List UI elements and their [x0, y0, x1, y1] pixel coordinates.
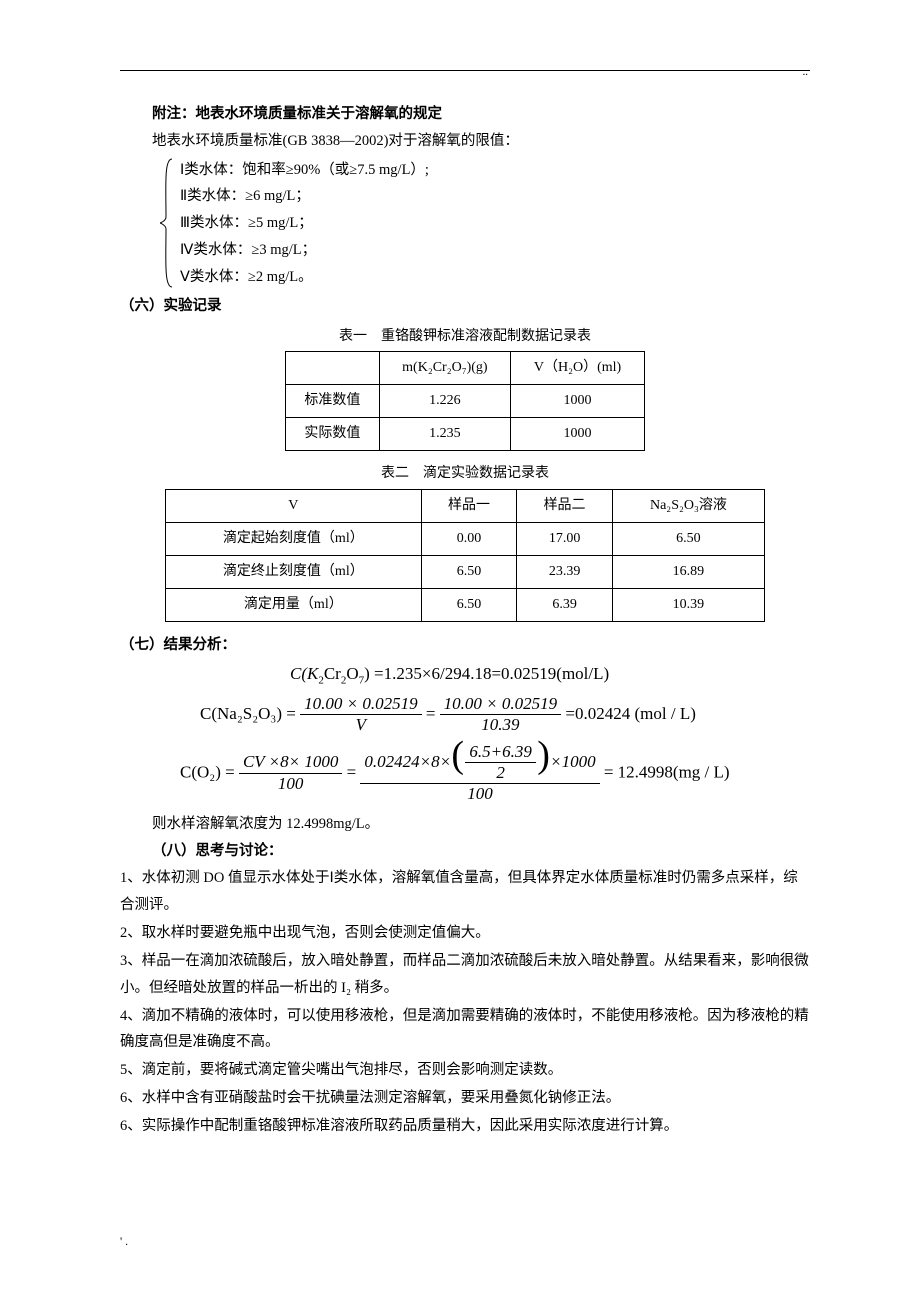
water-class-item: Ⅱ类水体：≥6 mg/L；	[180, 183, 810, 210]
fraction: 10.00 × 0.02519 10.39	[440, 694, 561, 736]
section-6-head: （六）实验记录	[120, 293, 810, 320]
top-rule	[120, 70, 810, 71]
numerator: CV ×8× 1000	[239, 752, 342, 773]
fraction: 0.02424×8× 6.5+6.39 2 ×1000 100	[360, 742, 599, 805]
denominator: 100	[239, 774, 342, 794]
appendix-intro: 地表水环境质量标准(GB 3838—2002)对于溶解氧的限值：	[120, 128, 810, 155]
equation-1: C(K2Cr2O7) =1.235×6/294.18=0.02519(mol/L…	[120, 664, 810, 688]
document-page: .. 附注：地表水环境质量标准关于溶解氧的规定 地表水环境质量标准(GB 383…	[0, 0, 920, 1302]
cell: 滴定终止刻度值（ml）	[166, 555, 422, 588]
cell: 样品二	[517, 489, 613, 522]
cell: 样品一	[421, 489, 517, 522]
cell: 滴定起始刻度值（ml）	[166, 522, 422, 555]
cell: 10.39	[612, 588, 764, 621]
eq-text: =1.235×6/294.18=0.02519(mol/L)	[370, 664, 609, 683]
cell: 标准数值	[286, 385, 380, 418]
conclusion-text: 则水样溶解氧浓度为 12.4998mg/L。	[120, 811, 810, 838]
equation-3: C(O₂) = CV ×8× 1000 100 = 0.02424×8× 6.5…	[120, 742, 810, 805]
cell: Na₂S₂O₃溶液	[612, 489, 764, 522]
table2-caption: 表二 滴定实验数据记录表	[120, 461, 810, 487]
table1-caption: 表一 重铬酸钾标准溶液配制数据记录表	[120, 324, 810, 350]
numerator: 0.02424×8× 6.5+6.39 2 ×1000	[360, 742, 599, 785]
paren-fraction: 6.5+6.39 2	[455, 742, 545, 784]
discussion-line: 3、样品一在滴加浓硫酸后，放入暗处静置，而样品二滴加浓硫酸后未放入暗处静置。从结…	[120, 948, 810, 1002]
table-2: V 样品一 样品二 Na₂S₂O₃溶液 滴定起始刻度值（ml） 0.00 17.…	[165, 489, 765, 622]
cell: 6.50	[612, 522, 764, 555]
table-row: m(K₂Cr₂O₇)(g) V（H₂O）(ml)	[286, 352, 645, 385]
table-row: V 样品一 样品二 Na₂S₂O₃溶液	[166, 489, 765, 522]
cell: 1.226	[379, 385, 510, 418]
eq-text: C(O₂) =	[180, 762, 239, 781]
cell: 6.39	[517, 588, 613, 621]
page-dot: ..	[803, 62, 809, 82]
fraction: 10.00 × 0.02519 V	[300, 694, 421, 736]
cell	[286, 352, 380, 385]
footer-mark: ' .	[120, 1230, 128, 1252]
eq-text: = 12.4998(mg / L)	[604, 762, 730, 781]
eq-text: =	[347, 762, 361, 781]
fraction: 6.5+6.39 2	[465, 742, 535, 784]
eq-text: C(Na₂S₂O₃) =	[200, 704, 300, 723]
table-row: 滴定用量（ml） 6.50 6.39 10.39	[166, 588, 765, 621]
cell: 17.00	[517, 522, 613, 555]
discussion-line: 4、滴加不精确的液体时，可以使用移液枪，但是滴加需要精确的液体时，不能使用移液枪…	[120, 1003, 810, 1057]
cell: 滴定用量（ml）	[166, 588, 422, 621]
cell: 实际数值	[286, 418, 380, 451]
appendix-title: 附注：地表水环境质量标准关于溶解氧的规定	[120, 101, 810, 128]
numerator: 6.5+6.39	[465, 742, 535, 763]
table-row: 标准数值 1.226 1000	[286, 385, 645, 418]
denominator: 10.39	[440, 715, 561, 735]
water-class-list: Ⅰ类水体：饱和率≥90%（或≥7.5 mg/L）; Ⅱ类水体：≥6 mg/L； …	[120, 157, 810, 291]
discussion-line: 5、滴定前，要将碱式滴定管尖嘴出气泡排尽，否则会影响测定读数。	[120, 1057, 810, 1084]
discussion-line: 6、水样中含有亚硝酸盐时会干扰碘量法测定溶解氧，要采用叠氮化钠修正法。	[120, 1085, 810, 1112]
discussion-line: 2、取水样时要避免瓶中出现气泡，否则会使测定值偏大。	[120, 920, 810, 947]
cell: 1000	[511, 418, 645, 451]
water-class-item: Ⅰ类水体：饱和率≥90%（或≥7.5 mg/L）;	[180, 157, 810, 184]
denominator: 100	[360, 784, 599, 804]
left-brace-icon	[160, 157, 174, 291]
numerator: 10.00 × 0.02519	[300, 694, 421, 715]
denominator: 2	[465, 763, 535, 783]
water-class-item: Ⅲ类水体：≥5 mg/L；	[180, 210, 810, 237]
numerator: 10.00 × 0.02519	[440, 694, 561, 715]
eq-text: =0.02424 (mol / L)	[565, 704, 695, 723]
fraction: CV ×8× 1000 100	[239, 752, 342, 794]
water-class-item: Ⅳ类水体：≥3 mg/L；	[180, 237, 810, 264]
cell: 16.89	[612, 555, 764, 588]
cell: V（H₂O）(ml)	[511, 352, 645, 385]
eq-text: =	[426, 704, 440, 723]
eq-text: ×1000	[550, 751, 595, 770]
table-row: 滴定终止刻度值（ml） 6.50 23.39 16.89	[166, 555, 765, 588]
eq-text: C(K	[290, 664, 318, 683]
equation-2: C(Na₂S₂O₃) = 10.00 × 0.02519 V = 10.00 ×…	[120, 694, 810, 736]
water-class-item: Ⅴ类水体：≥2 mg/L。	[180, 264, 810, 291]
cell: 1000	[511, 385, 645, 418]
cell: 6.50	[421, 588, 517, 621]
eq-text: 0.02424×8×	[364, 751, 451, 770]
cell: 1.235	[379, 418, 510, 451]
table-1: m(K₂Cr₂O₇)(g) V（H₂O）(ml) 标准数值 1.226 1000…	[285, 351, 645, 451]
discussion-line: 6、实际操作中配制重铬酸钾标准溶液所取药品质量稍大，因此采用实际浓度进行计算。	[120, 1113, 810, 1140]
discussion-line: 1、水体初测 DO 值显示水体处于Ⅰ类水体，溶解氧值含量高，但具体界定水体质量标…	[120, 865, 810, 919]
cell: 23.39	[517, 555, 613, 588]
cell: 6.50	[421, 555, 517, 588]
table-row: 实际数值 1.235 1000	[286, 418, 645, 451]
denominator: V	[300, 715, 421, 735]
cell: V	[166, 489, 422, 522]
section-7-head: （七）结果分析：	[120, 632, 810, 659]
section-8-head: （八）思考与讨论：	[120, 838, 810, 865]
cell: m(K₂Cr₂O₇)(g)	[379, 352, 510, 385]
table-row: 滴定起始刻度值（ml） 0.00 17.00 6.50	[166, 522, 765, 555]
cell: 0.00	[421, 522, 517, 555]
